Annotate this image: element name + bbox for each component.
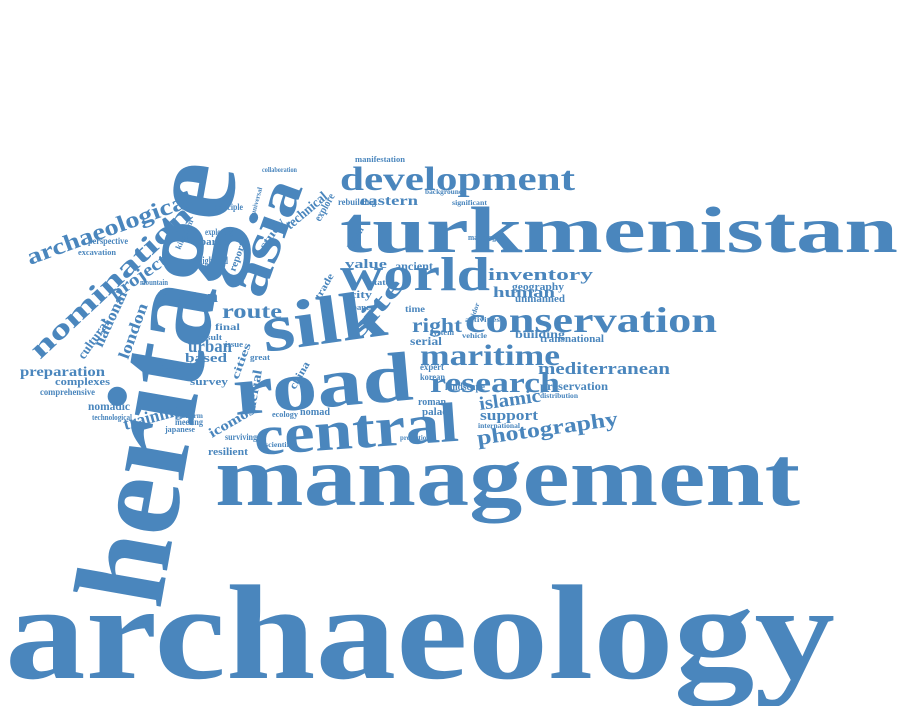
word-resilient: resilient	[208, 446, 248, 458]
word-background: background	[425, 188, 463, 196]
word-road: road	[230, 339, 416, 431]
word-city: city	[350, 290, 372, 301]
word-archaeology: archaeology	[5, 559, 835, 706]
word-expert: expert	[420, 362, 444, 372]
word-conservation: conservation	[465, 300, 717, 340]
word-unmanned: unmanned	[515, 293, 565, 305]
word-geography: geography	[512, 281, 565, 293]
word-aerial: aerial	[243, 368, 265, 410]
word-significant: significant	[452, 199, 488, 207]
word-international: international	[478, 422, 520, 430]
word-palace: palace	[422, 407, 453, 418]
word-activities: activities	[465, 316, 500, 324]
word-bhutan: bhutan	[160, 287, 219, 306]
word-maritime: maritime	[420, 339, 560, 372]
word-preparation: preparation	[20, 365, 105, 380]
word-final: final	[215, 322, 241, 332]
word-japanese: japanese	[164, 425, 195, 434]
word-ecology: ecology	[272, 410, 298, 419]
word-mediterranean: mediterranean	[538, 359, 671, 378]
word-state: state	[370, 278, 391, 287]
word-route: route	[222, 301, 282, 323]
word-paper: paper	[352, 303, 374, 312]
word-nomad: nomad	[300, 407, 330, 418]
word-serial: serial	[410, 334, 443, 348]
word-excavation: excavation	[78, 248, 117, 257]
word-building: building	[515, 327, 565, 341]
word-mapping: mapping	[468, 233, 496, 242]
word-meeting: meeting	[175, 417, 203, 427]
word-vehicle: vehicle	[462, 332, 487, 340]
word-roman: roman	[418, 397, 446, 408]
word-mountain: mountain	[140, 278, 168, 287]
word-right: right	[412, 315, 462, 337]
word-silk: silk	[257, 274, 392, 367]
word-nomadic: nomadic	[88, 399, 131, 413]
word-development: development	[340, 161, 576, 198]
word-based: based	[185, 350, 228, 365]
word-manifestation: manifestation	[355, 155, 406, 164]
word-ancient: ancient	[395, 259, 433, 273]
word-time: time	[405, 304, 425, 314]
word-collaboration: collaboration	[262, 166, 297, 174]
word-highland: highland	[198, 256, 228, 267]
word-support: support	[480, 408, 538, 424]
word-complexes: complexes	[55, 376, 111, 388]
word-technological: technological	[92, 413, 133, 422]
word-transnational: transnational	[540, 334, 604, 345]
word-partie: partie	[200, 237, 229, 248]
word-medieval: medieval	[160, 361, 192, 371]
word-surviving: surviving	[225, 432, 257, 442]
word-management: management	[215, 430, 800, 524]
word-central: central	[252, 392, 461, 468]
word-comprehensive: comprehensive	[40, 387, 95, 397]
word-survey: survey	[190, 376, 229, 388]
word-urban: urban	[188, 336, 232, 356]
word-inventory: inventory	[488, 265, 594, 284]
word-platform: platform	[175, 412, 203, 420]
word-world: world	[340, 248, 490, 301]
word-research: research	[430, 368, 561, 399]
word-human: human	[493, 285, 556, 301]
word-turkmenistan: turkmenistan	[340, 194, 898, 267]
word-scientific: scientific	[265, 441, 295, 449]
word-preservation: preservation	[540, 379, 608, 393]
word-landscape: landscape	[445, 382, 486, 393]
word-result: result	[198, 333, 222, 342]
word-korean: korean	[420, 372, 445, 382]
word-system: system	[430, 328, 454, 337]
word-eastern: eastern	[360, 194, 418, 209]
word-value: value	[345, 256, 387, 271]
word-rebuilding: rebuilding	[338, 197, 376, 207]
word-distribution: distribution	[540, 392, 578, 400]
word-issue: issue	[225, 340, 243, 349]
word-protection: protection	[400, 434, 430, 442]
word-exploring: exploring	[205, 227, 233, 237]
word-great: great	[250, 353, 270, 362]
word-perspective: perspective	[88, 236, 128, 246]
word-principle: principle	[213, 202, 243, 212]
